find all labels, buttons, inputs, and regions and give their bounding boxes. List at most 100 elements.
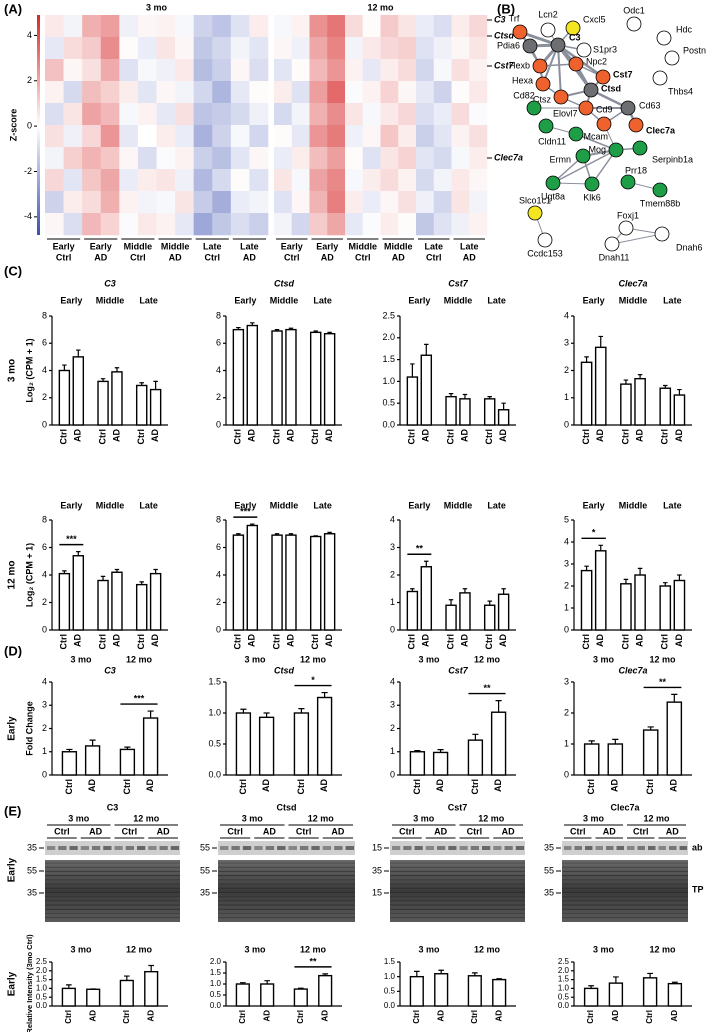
- heatmap-cell: [82, 15, 102, 38]
- bar: [620, 583, 632, 631]
- x-tick-label: AD: [595, 429, 605, 442]
- heatmap-cell: [82, 147, 102, 170]
- heatmap-cell: [212, 169, 232, 192]
- group-label: 3 mo: [593, 654, 615, 664]
- node-label: Npc2: [586, 56, 607, 66]
- heatmap-cell: [380, 103, 399, 126]
- y-tick-label: 0.5: [382, 398, 395, 408]
- error-bar: [472, 733, 479, 741]
- x-tick-label: AD: [324, 634, 334, 647]
- node-label: Serpinb1a: [652, 154, 693, 164]
- error-bar: [100, 378, 106, 382]
- network-node: [632, 140, 648, 156]
- heatmap-cell: [274, 147, 293, 170]
- row-label: C3: [494, 14, 506, 24]
- y-tick-label: 2.0: [210, 957, 222, 966]
- significance-label: *: [592, 528, 596, 538]
- heatmap-cell: [175, 213, 194, 236]
- heatmap-cell: [137, 213, 157, 236]
- heatmap-cell: [193, 59, 213, 82]
- heatmap-cell: [212, 147, 232, 170]
- x-tick-label: Ctrl: [310, 429, 320, 445]
- group-label: 3 mo: [418, 944, 440, 954]
- blot-lane-label: Ctrl: [296, 826, 312, 836]
- bar: [61, 987, 76, 1007]
- error-bar: [663, 582, 668, 586]
- heatmap-cell: [212, 59, 232, 82]
- error-bar: [124, 975, 130, 981]
- x-tick-label: Ctrl: [581, 634, 591, 650]
- blot-band: [669, 846, 677, 850]
- y-tick-label: 1.5: [384, 957, 396, 966]
- y-tick-label: 0.0: [210, 1001, 222, 1010]
- network-node: [565, 20, 581, 36]
- heatmap-cell: [63, 81, 83, 104]
- blot-band: [648, 846, 656, 850]
- row-label: Early: [7, 716, 18, 741]
- heatmap-cell: [45, 103, 64, 126]
- heatmap-cell: [137, 191, 157, 214]
- blot-lane-label: AD: [263, 826, 276, 836]
- bar: [642, 977, 658, 1007]
- heatmap-cell: [63, 125, 83, 148]
- y-tick-label: 4: [390, 514, 395, 524]
- y-tick-label: 0.0: [384, 1001, 396, 1010]
- x-tick-label: AD: [73, 634, 83, 647]
- blot-title: Ctsd: [277, 802, 297, 812]
- blot-lane-label: AD: [603, 826, 616, 836]
- blot-band: [220, 846, 229, 850]
- heatmap-cell: [345, 169, 364, 192]
- blot-lane-label: AD: [331, 826, 344, 836]
- group-label: Late: [313, 500, 332, 510]
- heatmap-cell: [137, 37, 157, 60]
- y-tick-label: 6: [216, 542, 221, 552]
- blot-band: [137, 846, 146, 850]
- network-node: [540, 22, 556, 38]
- chart-title: Clec7a: [618, 665, 647, 675]
- heatmap-cell: [274, 213, 293, 236]
- group-label: Middle: [96, 500, 125, 510]
- heatmap-cell: [193, 81, 213, 104]
- heatmap-cell: [137, 125, 157, 148]
- y-tick-label: 0: [564, 419, 569, 429]
- heatmap-cell: [380, 15, 399, 38]
- y-tick-label: 1.0: [210, 979, 222, 988]
- column-label: Late: [240, 241, 259, 251]
- blot-band: [637, 846, 645, 850]
- network-node: [618, 220, 634, 236]
- group-label: 3 mo: [244, 944, 266, 954]
- node-label: Odc1: [623, 5, 645, 15]
- bar: [293, 712, 310, 776]
- bar: [235, 712, 252, 776]
- heatmap-cell: [193, 191, 213, 214]
- heatmap-cell: [63, 103, 83, 126]
- error-bar: [327, 331, 332, 334]
- error-bar: [647, 972, 653, 978]
- blot-band: [170, 846, 179, 850]
- bar: [607, 743, 624, 776]
- heatmap-cell: [451, 81, 470, 104]
- heatmap-cell: [212, 213, 232, 236]
- column-label: Ctrl: [130, 252, 146, 262]
- node-label: Lcn2: [538, 9, 558, 19]
- x-tick-label: Ctrl: [271, 634, 281, 650]
- y-tick-label: 3: [390, 542, 395, 552]
- bar: [659, 387, 672, 426]
- blot-band: [414, 846, 423, 850]
- blot-band: [311, 846, 320, 850]
- heatmap-cell: [45, 147, 64, 170]
- bar: [61, 751, 78, 776]
- y-tick-label: 5: [564, 514, 569, 524]
- blot-band: [125, 846, 134, 850]
- x-tick-label: AD: [146, 1010, 155, 1022]
- y-tick-label: 3: [390, 700, 395, 710]
- error-bar: [671, 693, 678, 703]
- heatmap-cell: [119, 191, 139, 214]
- y-tick-label: 2.5: [36, 957, 48, 966]
- column-label: Ctrl: [426, 252, 442, 262]
- node-label: Pdia6: [497, 40, 520, 50]
- x-tick-label: AD: [670, 1010, 679, 1022]
- node-label: Hexa: [512, 75, 533, 85]
- heatmap-cell: [327, 125, 346, 148]
- blot-band: [493, 846, 502, 850]
